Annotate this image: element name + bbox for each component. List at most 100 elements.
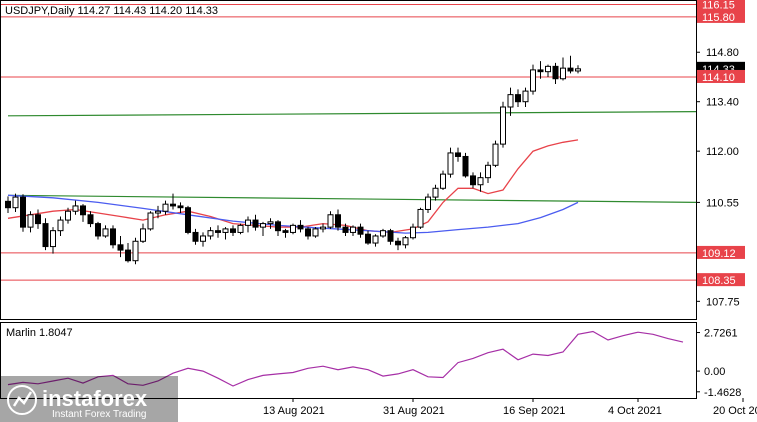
candle-body: [132, 240, 139, 262]
candle-body: [432, 187, 439, 198]
candle: [95, 221, 101, 240]
candle-body: [185, 207, 191, 233]
candle-body: [372, 235, 379, 244]
candle: [5, 196, 11, 213]
y-tick-label: 107.75: [706, 296, 740, 308]
candle-body: [117, 244, 124, 251]
candle-body: [42, 223, 49, 248]
candle-body: [237, 224, 244, 233]
x-tick-label: 20 Oct 2021: [713, 405, 757, 417]
candle-body: [320, 226, 326, 230]
y-tick-label: 108.35: [702, 275, 736, 287]
candle: [485, 161, 491, 183]
candle: [12, 193, 19, 212]
candle-body: [297, 224, 304, 230]
candle: [245, 216, 251, 233]
candle: [222, 227, 229, 240]
candle-body: [507, 94, 514, 108]
watermark-backdrop: [0, 376, 178, 422]
candle: [102, 225, 109, 238]
watermark-brand: instaforex: [42, 386, 148, 411]
candle: [575, 65, 581, 74]
main-pane: [0, 0, 697, 320]
candle-body: [252, 219, 259, 228]
candle-body: [500, 106, 506, 145]
candle-body: [567, 67, 574, 72]
candle: [312, 227, 319, 238]
candle: [395, 237, 401, 251]
candle: [335, 209, 341, 231]
candle-body: [267, 221, 274, 225]
candle-body: [215, 230, 221, 233]
trend-line: [7, 194, 697, 203]
candle-body: [335, 214, 341, 228]
price-axis: 116.15115.80114.80114.33114.10113.40112.…: [696, 0, 745, 308]
candle-body: [170, 203, 176, 207]
candle-body: [440, 173, 446, 189]
instaforex-logo-icon: [7, 385, 37, 415]
candle: [110, 225, 116, 249]
candle-body: [455, 152, 461, 157]
candle: [470, 172, 476, 189]
chart-title: USDJPY,Daily 114.27 114.43 114.20 114.33: [5, 5, 218, 17]
candle: [522, 87, 529, 107]
candle-body: [162, 203, 169, 212]
candle: [462, 152, 469, 178]
y-label-box: [697, 245, 745, 259]
candle: [410, 223, 416, 240]
indicator-tick-label: -1.4628: [704, 387, 741, 399]
candle-body: [95, 223, 101, 237]
candle-body: [350, 226, 356, 233]
candle: [402, 235, 409, 249]
y-tick-label: 114.80: [706, 47, 739, 59]
candle-body: [560, 67, 566, 80]
candle: [560, 57, 566, 81]
candle: [252, 214, 259, 231]
candle: [537, 61, 544, 79]
candle-body: [290, 224, 296, 233]
candle: [372, 234, 379, 247]
candle-body: [282, 230, 289, 233]
marlin-indicator: 2.7261 0.00 -1.4628: [7, 328, 741, 399]
indicator-pane: [0, 322, 697, 399]
candle: [507, 87, 514, 116]
red-ma-line: [7, 139, 579, 234]
indicator-tick-label: 2.7261: [704, 328, 738, 340]
candle: [530, 64, 536, 95]
candle: [162, 200, 169, 215]
candle-body: [365, 233, 371, 244]
candle-body: [357, 226, 364, 235]
candle: [140, 223, 146, 244]
candle-body: [200, 235, 206, 242]
candle: [320, 223, 326, 233]
candle: [132, 237, 139, 265]
candle: [275, 220, 281, 236]
candle-body: [462, 155, 469, 177]
candle-body: [492, 143, 499, 166]
candle-body: [230, 228, 236, 233]
candle: [290, 223, 296, 235]
candle: [567, 55, 574, 74]
candle: [515, 89, 521, 107]
candle-body: [35, 214, 41, 225]
candle-body: [522, 90, 529, 103]
candle: [492, 140, 499, 168]
candle: [447, 147, 454, 178]
candle-body: [155, 210, 161, 214]
candle: [305, 227, 311, 240]
candle-body: [80, 205, 86, 216]
y-tick-label: 113.40: [706, 97, 739, 109]
candle: [237, 223, 244, 235]
candle: [350, 225, 356, 236]
candle: [380, 228, 386, 238]
candle: [27, 211, 34, 233]
candle-body: [410, 226, 416, 239]
indicator-tick-label: 0.00: [704, 366, 725, 378]
candle-body: [275, 221, 281, 232]
y-tick-label: 114.10: [702, 72, 735, 84]
y-label-box: [697, 69, 745, 83]
candle-body: [222, 228, 229, 233]
watermark: instaforex Instant Forex Trading: [0, 376, 178, 422]
candle: [545, 64, 551, 77]
candle-body: [477, 177, 484, 186]
